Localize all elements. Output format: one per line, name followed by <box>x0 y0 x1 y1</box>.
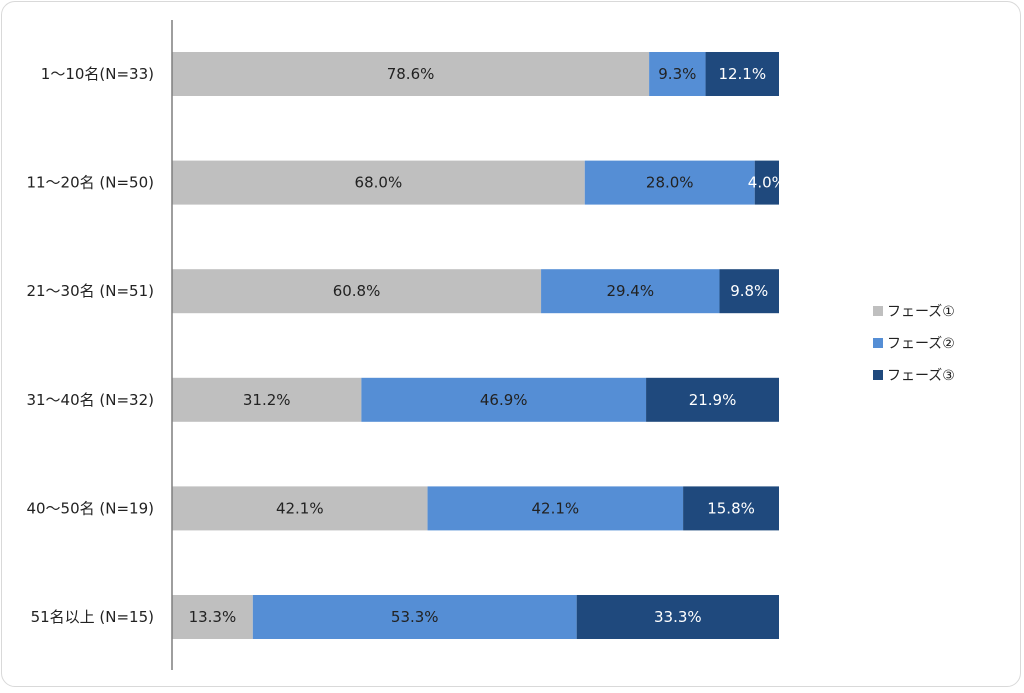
bar-segment <box>649 52 706 96</box>
legend-swatch <box>873 338 883 348</box>
data-label: 12.1% <box>718 65 766 83</box>
bar-segment <box>584 160 755 205</box>
bar-segment <box>172 486 428 531</box>
data-label: 53.3% <box>391 608 439 626</box>
bar-segment <box>252 595 577 639</box>
legend-label: フェーズ③ <box>887 368 955 384</box>
data-label: 9.3% <box>658 65 696 83</box>
legend-label: フェーズ① <box>887 304 955 320</box>
bar-segment <box>172 595 253 639</box>
category-label: 51名以上 (N=15) <box>31 608 154 626</box>
category-label: 11～20名 (N=50) <box>26 174 154 192</box>
data-label: 31.2% <box>243 391 291 409</box>
category-label: 1～10名(N=33) <box>41 65 154 83</box>
bar-segment <box>427 486 684 531</box>
bar-segment <box>683 486 779 531</box>
data-label: 68.0% <box>355 174 403 192</box>
bar-segment <box>172 269 542 314</box>
category-label: 31～40名 (N=32) <box>26 391 154 409</box>
segment-labels-layer: 78.6% 9.3% 12.1% 68.0% 28.0% 4.0% 60.8% 29.4% 9.… <box>189 65 786 626</box>
category-labels-layer: 1～10名(N=33) 11～20名 (N=50) 21～30名 (N=51) 31～… <box>26 65 154 626</box>
data-label: 60.8% <box>333 282 381 300</box>
category-label: 21～30名 (N=51) <box>26 282 154 300</box>
bar-segment <box>361 377 647 422</box>
bar-segment <box>172 52 650 96</box>
legend-swatch <box>873 306 883 316</box>
bar-segment <box>576 595 779 639</box>
data-label: 9.8% <box>730 282 768 300</box>
data-label: 46.9% <box>480 391 528 409</box>
bar-segment <box>719 269 779 314</box>
data-label: 33.3% <box>654 608 702 626</box>
legend-label: フェーズ② <box>887 336 955 352</box>
data-label: 15.8% <box>707 499 755 517</box>
bar-segment <box>541 269 720 314</box>
bar-segment <box>172 377 362 422</box>
legend-swatch <box>873 370 883 380</box>
data-label: 21.9% <box>689 391 737 409</box>
bar-segment <box>754 160 779 205</box>
data-label: 29.4% <box>606 282 654 300</box>
category-label: 40～50名 (N=19) <box>26 499 154 517</box>
data-label: 28.0% <box>646 174 694 192</box>
bar-segment <box>705 52 779 96</box>
data-label: 42.1% <box>276 499 324 517</box>
data-label: 78.6% <box>387 65 435 83</box>
bar-segment <box>172 160 585 205</box>
data-label: 13.3% <box>189 608 237 626</box>
data-label: 4.0% <box>748 174 786 192</box>
bars-layer <box>172 52 779 639</box>
legend: フェーズ① フェーズ② フェーズ③ <box>873 304 955 384</box>
data-label: 42.1% <box>531 499 579 517</box>
bar-segment <box>646 377 779 422</box>
